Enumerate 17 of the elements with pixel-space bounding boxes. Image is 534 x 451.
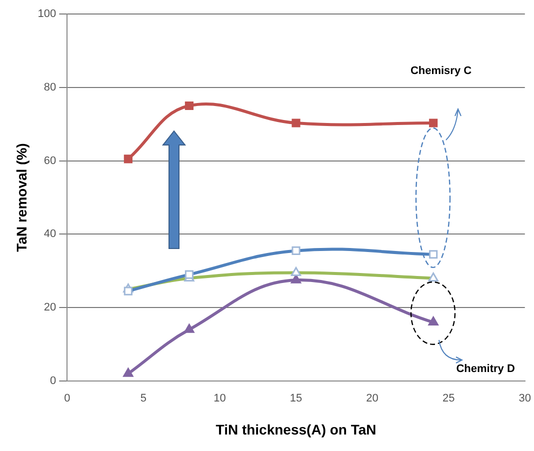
x-tick-label: 30	[518, 392, 532, 405]
x-tick-label: 10	[214, 392, 226, 405]
x-axis-title: TiN thickness(A) on TaN	[216, 421, 376, 438]
x-tick-label: 20	[366, 392, 378, 405]
annotation: Chemitry D	[456, 362, 515, 375]
x-tick-label: 5	[140, 392, 147, 405]
y-axis-title: TaN removal (%)	[13, 143, 30, 252]
y-tick-label: 60	[44, 154, 56, 167]
annotation: Chemisry C	[410, 65, 472, 78]
x-tick-label: 25	[442, 392, 455, 405]
x-tick-label: 15	[290, 392, 302, 405]
y-tick-label: 40	[44, 228, 56, 240]
y-tick-label: 100	[38, 8, 56, 20]
y-tick-label: 0	[50, 375, 56, 388]
x-tick-label: 0	[64, 392, 70, 405]
y-tick-label: 20	[44, 302, 56, 314]
y-tick-label: 80	[44, 81, 56, 94]
